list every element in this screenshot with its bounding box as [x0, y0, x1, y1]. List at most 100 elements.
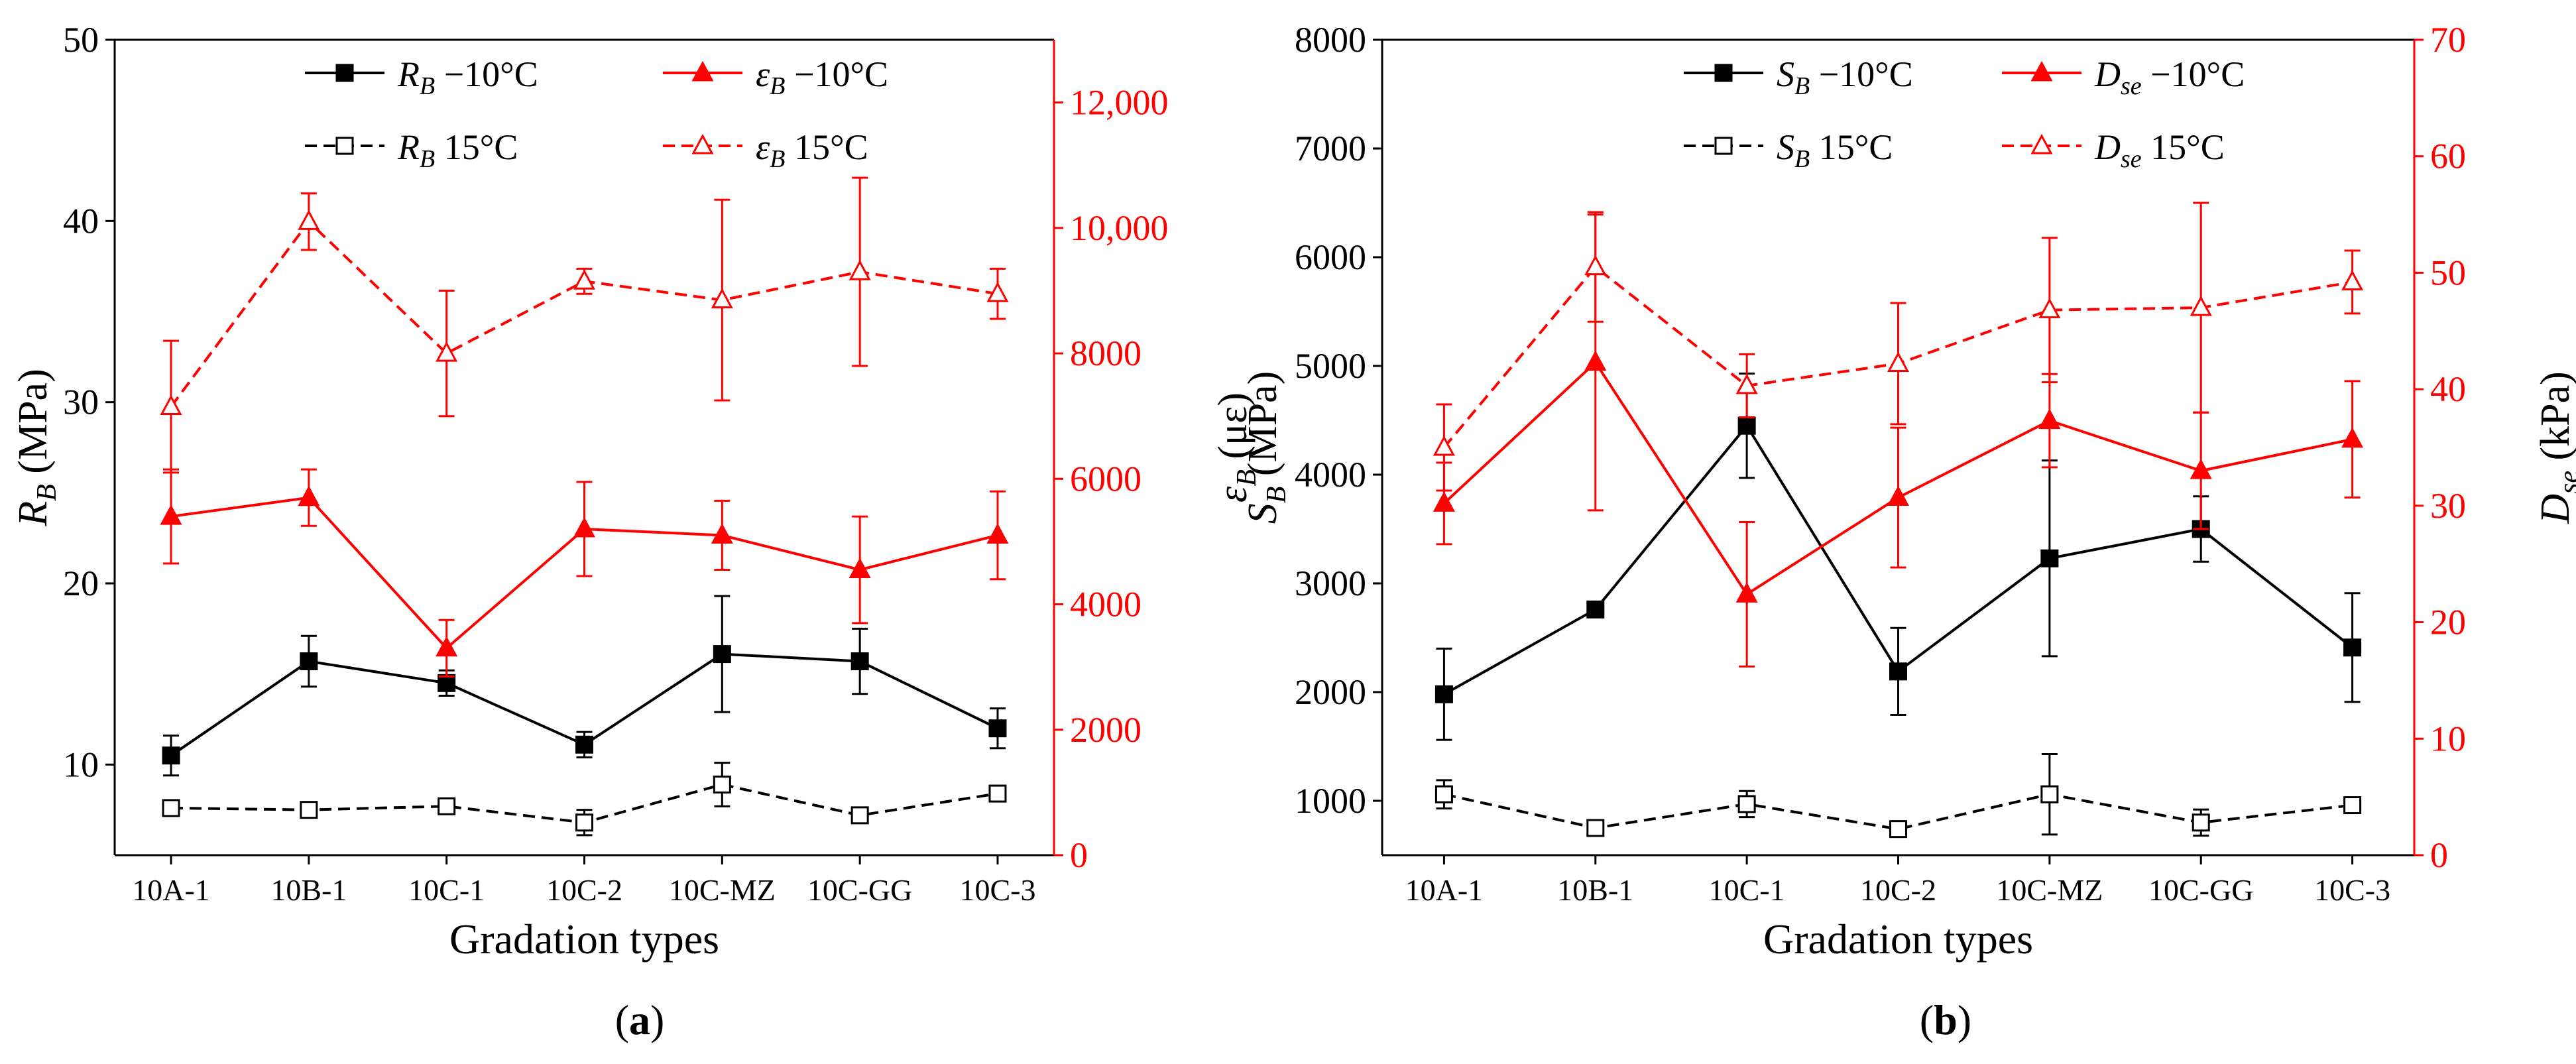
right-y-tick-label: 6000	[1070, 459, 1142, 499]
right-y-tick-label: 50	[2430, 253, 2466, 292]
right-y-axis-title: εB (με)	[1210, 392, 1262, 502]
data-point	[575, 813, 593, 832]
right-y-axis-title: Dse (kPa)	[2533, 371, 2576, 524]
data-point	[162, 746, 180, 765]
right-y-tick-label: 2000	[1070, 710, 1142, 750]
data-point	[300, 652, 318, 671]
data-point	[850, 652, 869, 671]
left-y-tick-label: 3000	[1295, 563, 1366, 603]
x-tick-label: 10C-2	[1860, 873, 1936, 907]
x-tick-label: 10C-GG	[2148, 873, 2253, 907]
data-point	[988, 784, 1007, 803]
data-point	[2040, 549, 2059, 567]
left-y-tick-label: 2000	[1295, 672, 1366, 712]
right-y-tick-label: 12,000	[1070, 83, 1169, 123]
legend-marker	[1714, 64, 1733, 82]
data-point	[849, 558, 871, 578]
data-point	[849, 259, 871, 280]
data-point	[713, 775, 731, 794]
right-y-tick-label: 4000	[1070, 585, 1142, 624]
legend-label: Dse 15°C	[2094, 127, 2225, 173]
data-point	[2190, 458, 2212, 479]
data-point	[986, 282, 1009, 302]
data-point	[2343, 796, 2362, 815]
chart-panel-b: 10A-1 10B-1 10C-1 10C-2 10C-MZ 10C-GG 10C-3100…	[1240, 20, 2576, 1043]
series-1	[1433, 213, 2364, 668]
series-line	[170, 219, 998, 408]
legend-label: Dse −10°C	[2094, 54, 2245, 100]
x-tick-label: 10C-1	[1709, 873, 1785, 907]
series-3	[1433, 202, 2364, 492]
left-y-tick-label: 20	[63, 563, 99, 603]
right-y-tick-label: 0	[2430, 835, 2448, 875]
right-y-tick-label: 20	[2430, 603, 2466, 642]
series-2	[162, 762, 1007, 837]
right-y-tick-label: 10	[2430, 719, 2466, 758]
panel-label: (b)	[1920, 996, 1971, 1043]
right-y-tick-label: 0	[1070, 835, 1088, 875]
legend-label: RB −10°C	[397, 54, 538, 100]
data-point	[1887, 351, 1910, 372]
left-y-tick-label: 5000	[1295, 346, 1366, 386]
right-y-tick-label: 30	[2430, 486, 2466, 526]
left-y-tick-label: 50	[63, 20, 99, 60]
data-point	[1887, 485, 1910, 506]
data-point	[2192, 813, 2210, 832]
legend-marker	[335, 64, 354, 82]
series-3	[160, 176, 1009, 474]
data-point	[1586, 600, 1605, 619]
data-point	[2341, 427, 2364, 448]
data-point	[573, 269, 596, 290]
right-y-tick-label: 40	[2430, 369, 2466, 409]
data-point	[1737, 795, 1756, 813]
data-point	[850, 806, 869, 825]
data-point	[2038, 298, 2061, 319]
left-y-tick-label: 30	[63, 383, 99, 422]
legend-marker	[2030, 133, 2053, 154]
x-tick-label: 10C-3	[2314, 873, 2390, 907]
data-point	[1434, 685, 1453, 703]
data-point	[1735, 373, 1758, 394]
x-tick-label: 10C-3	[959, 873, 1035, 907]
data-point	[2038, 408, 2061, 430]
legend-marker	[335, 137, 354, 155]
left-y-tick-label: 40	[63, 201, 99, 241]
data-point	[988, 719, 1007, 738]
data-point	[1433, 491, 1455, 512]
left-y-tick-label: 10	[63, 744, 99, 784]
data-point	[2190, 295, 2212, 316]
left-y-tick-label: 1000	[1295, 781, 1366, 821]
legend: SB −10°C Dse −10°C SB 15°C Dse 15°C	[1684, 54, 2245, 173]
data-point	[1434, 785, 1453, 803]
legend-label: εB 15°C	[756, 127, 868, 173]
legend: RB −10°C εB −10°C RB 15°C εB 15°C	[305, 54, 888, 173]
chart-panel-a: 10A-1 10B-1 10C-1 10C-2 10C-MZ 10C-GG 10C-3 10 2…	[11, 20, 1262, 1043]
data-point	[1433, 435, 1455, 456]
data-point	[1889, 662, 1907, 681]
data-point	[711, 288, 733, 309]
data-point	[986, 523, 1009, 544]
legend-label: SB 15°C	[1777, 127, 1893, 173]
left-y-axis-title: SB (MPa)	[1240, 371, 1292, 524]
legend-label: SB −10°C	[1777, 54, 1913, 100]
data-point	[1737, 416, 1756, 435]
x-tick-label: 10B-1	[270, 873, 347, 907]
left-y-tick-label: 7000	[1295, 129, 1366, 168]
data-point	[300, 801, 318, 819]
data-point	[573, 516, 596, 538]
data-point	[2343, 638, 2362, 657]
data-point	[1735, 582, 1758, 603]
legend-marker	[1714, 137, 1733, 155]
x-axis-title: Gradation types	[1763, 916, 2033, 963]
legend-marker	[691, 133, 714, 154]
x-tick-label: 10C-2	[546, 873, 622, 907]
legend-label: RB 15°C	[397, 127, 518, 173]
left-y-tick-label: 8000	[1295, 20, 1366, 60]
data-point	[160, 504, 182, 525]
x-tick-label: 10B-1	[1557, 873, 1633, 907]
right-y-tick-label: 70	[2430, 20, 2466, 60]
x-tick-label: 10C-1	[408, 873, 485, 907]
data-point	[1586, 819, 1605, 837]
data-point	[438, 674, 456, 692]
